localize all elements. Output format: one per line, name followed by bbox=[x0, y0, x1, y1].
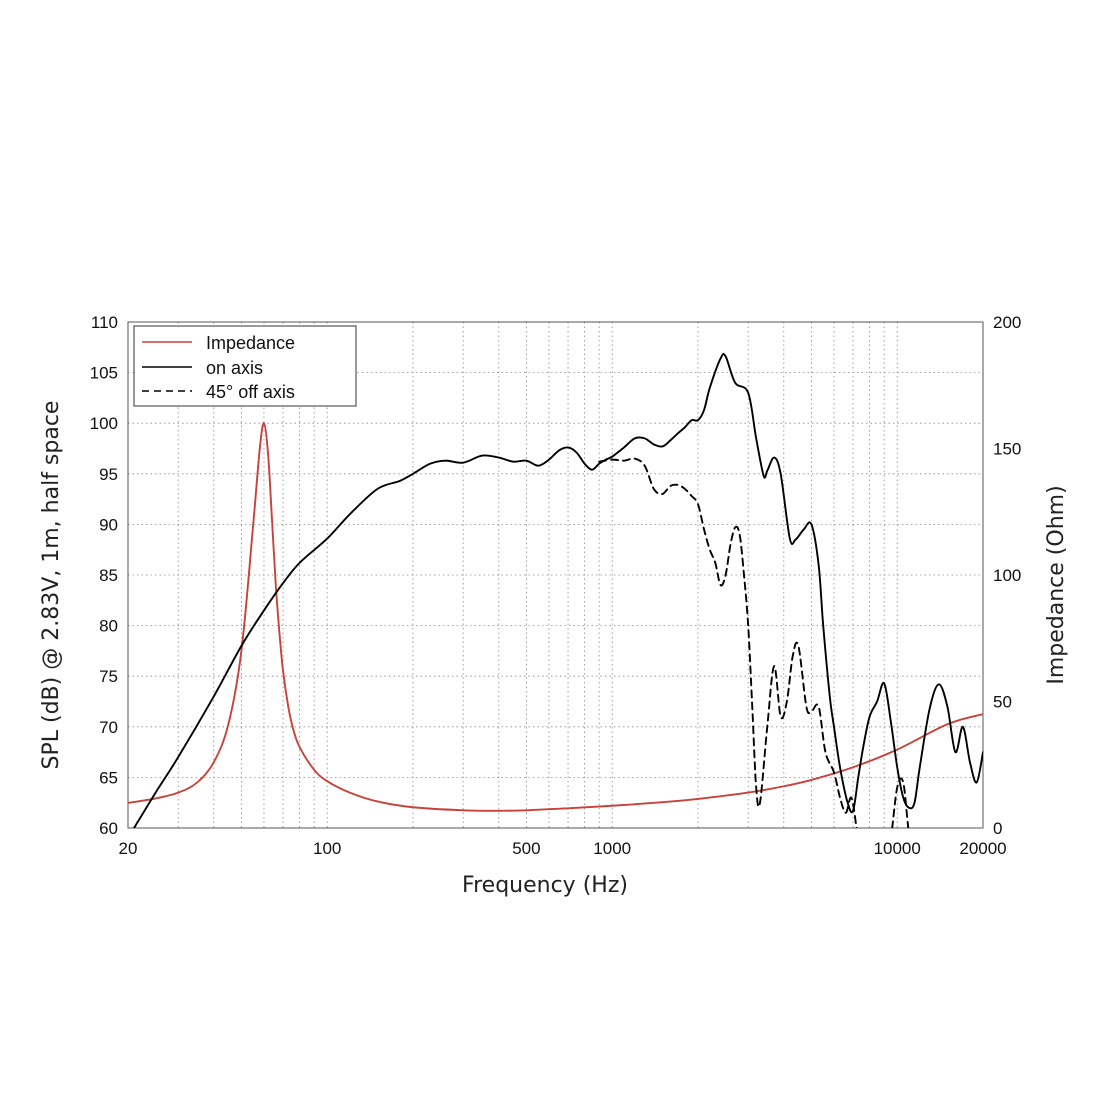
legend-label-off-axis: 45° off axis bbox=[206, 382, 295, 402]
y-tick-label: 90 bbox=[99, 515, 118, 534]
x-axis-title: Frequency (Hz) bbox=[462, 873, 628, 898]
grid bbox=[128, 322, 983, 828]
x-tick-label: 500 bbox=[512, 839, 540, 858]
y-tick-label: 70 bbox=[99, 718, 118, 737]
y2-tick-label: 200 bbox=[993, 313, 1021, 332]
y-tick-label: 65 bbox=[99, 768, 118, 787]
y-tick-label: 105 bbox=[90, 364, 118, 383]
y2-tick-label: 50 bbox=[993, 693, 1012, 712]
y2-tick-label: 150 bbox=[993, 440, 1021, 459]
y-tick-label: 95 bbox=[99, 465, 118, 484]
series-line-on-axis bbox=[133, 352, 983, 828]
y-tick-label: 85 bbox=[99, 566, 118, 585]
legend-label-impedance: Impedance bbox=[206, 333, 295, 353]
tick-labels: 20 100 500 1000 10000 20000606570758085909510… bbox=[90, 313, 1022, 858]
x-tick-label: 20000 bbox=[959, 839, 1006, 858]
x-tick-label: 1000 bbox=[593, 839, 631, 858]
plot-area-border bbox=[127, 321, 984, 829]
y-tick-label: 75 bbox=[99, 667, 118, 686]
legend: Impedance on axis 45° off axis bbox=[133, 325, 357, 407]
y-axis-title: SPL (dB) @ 2.83V, 1m, half space bbox=[39, 401, 64, 770]
x-tick-label: 10000 bbox=[874, 839, 921, 858]
y2-tick-label: 100 bbox=[993, 566, 1021, 585]
y2-axis-title: Impedance (Ohm) bbox=[1044, 485, 1069, 684]
y-tick-label: 60 bbox=[99, 819, 118, 838]
legend-box bbox=[133, 325, 357, 407]
y-tick-label: 110 bbox=[91, 313, 118, 332]
series-line-off-axis bbox=[598, 457, 910, 828]
series-line-impedance bbox=[128, 422, 983, 812]
x-tick-label: 100 bbox=[313, 839, 341, 858]
x-tick-label: 20 bbox=[119, 839, 138, 858]
y-tick-label: 80 bbox=[99, 617, 118, 636]
y2-tick-label: 0 bbox=[993, 819, 1002, 838]
legend-label-on-axis: on axis bbox=[206, 358, 263, 378]
series-layer bbox=[128, 352, 983, 828]
y-tick-label: 100 bbox=[90, 414, 118, 433]
